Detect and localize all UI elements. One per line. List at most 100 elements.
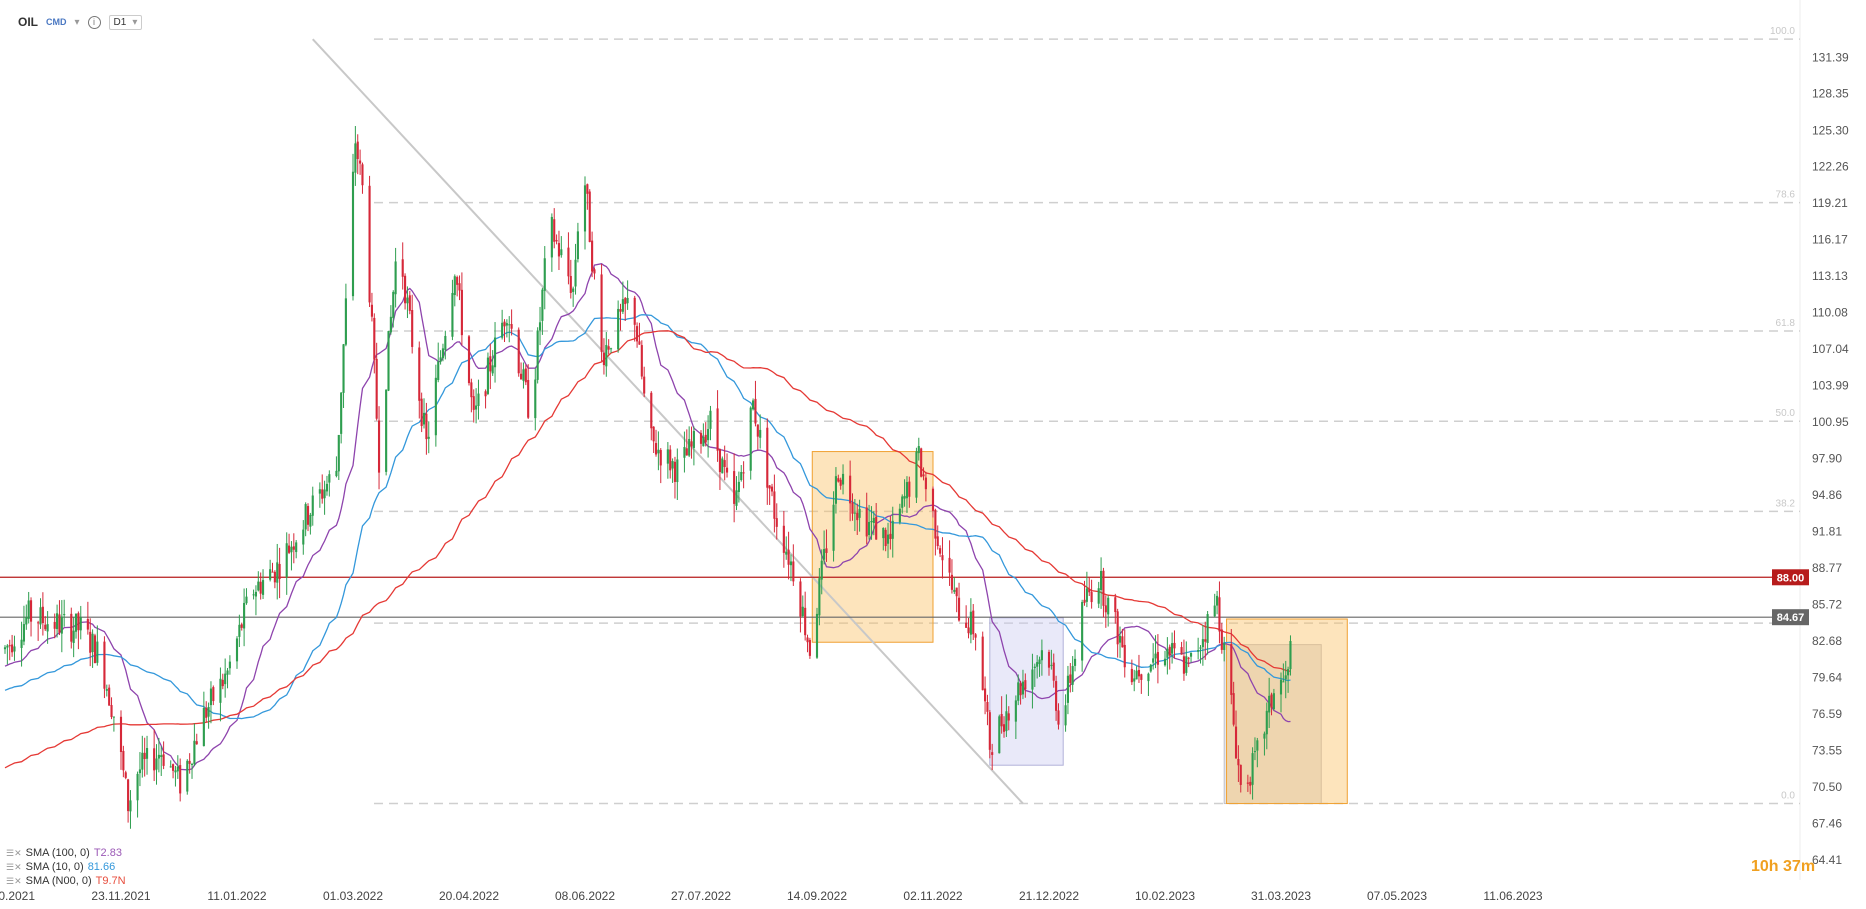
legend-item[interactable]: ☰✕ SMA (N00, 0) T9.7N: [6, 874, 126, 888]
candle-body: [709, 410, 712, 429]
candle-body: [145, 748, 149, 759]
candles-group: [3, 126, 1292, 829]
candle-body: [718, 449, 722, 473]
candle-body: [808, 639, 811, 656]
zone-box: [1226, 618, 1348, 805]
candle-body: [1090, 592, 1093, 603]
x-tick-label: 08.06.2022: [555, 889, 615, 903]
candle-body: [306, 506, 310, 525]
chevron-down-icon[interactable]: ▾: [74, 16, 80, 28]
legend-item[interactable]: ☰✕ SMA (10, 0) 81.66: [6, 860, 126, 874]
candle-body: [477, 393, 480, 407]
candle-body: [555, 240, 558, 242]
candle-body: [119, 716, 123, 753]
candle-body: [676, 459, 679, 483]
candle-body: [770, 486, 774, 492]
candle-body: [898, 508, 901, 523]
candle-body: [361, 164, 364, 186]
candle-body: [25, 617, 28, 625]
candle-body: [872, 517, 875, 523]
candle-body: [541, 289, 544, 321]
y-tick-label: 94.86: [1812, 488, 1842, 502]
candle-body: [439, 357, 442, 362]
settings-icon[interactable]: ☰✕: [6, 876, 22, 886]
candle-body: [721, 458, 724, 474]
candle-body: [1102, 570, 1105, 606]
candle-body: [522, 369, 525, 381]
candle-body: [823, 549, 826, 560]
candle-body: [162, 754, 165, 766]
settings-icon[interactable]: ☰✕: [6, 862, 22, 872]
price-badge: [1772, 609, 1809, 626]
candle-body: [787, 549, 790, 565]
y-tick-label: 122.26: [1812, 160, 1849, 174]
sma-line-purple: [4, 263, 1291, 771]
candle-body: [1038, 659, 1041, 665]
candle-body: [600, 274, 603, 352]
timeframe-select[interactable]: D1 ▾: [108, 14, 143, 30]
candle-body: [941, 555, 944, 561]
candle-body: [740, 472, 743, 481]
x-tick-label: 05.10.2021: [0, 889, 35, 903]
candle-body: [908, 481, 911, 497]
zone-box: [811, 451, 934, 643]
fib-level-label: 100.0: [1770, 26, 1795, 37]
candle-body: [155, 758, 158, 770]
candle-body: [1083, 599, 1086, 603]
candle-body: [543, 258, 546, 291]
candle-body: [1279, 679, 1283, 695]
candle-body: [683, 447, 686, 458]
candle-body: [934, 509, 937, 539]
candle-body: [707, 429, 710, 441]
candle-body: [875, 516, 878, 540]
candle-body: [323, 489, 326, 499]
y-tick-label: 125.30: [1812, 123, 1849, 137]
candle-body: [1069, 674, 1072, 683]
candle-body: [837, 478, 840, 482]
candle-body: [245, 596, 248, 604]
candle-body: [538, 322, 542, 331]
x-tick-label: 20.04.2022: [439, 889, 499, 903]
candle-body: [534, 379, 537, 419]
candle-body: [451, 292, 454, 337]
candle-countdown: 10h 37m: [1751, 858, 1816, 875]
candle-body: [37, 622, 40, 624]
symbol-name[interactable]: OIL: [18, 15, 38, 29]
settings-icon[interactable]: ☰✕: [6, 848, 22, 858]
candle-body: [1137, 669, 1141, 677]
candle-body: [768, 485, 771, 489]
candle-body: [325, 483, 329, 492]
candle-body: [1021, 681, 1025, 695]
candle-body: [553, 219, 556, 242]
candle-body: [351, 171, 355, 297]
candle-body: [1057, 710, 1060, 725]
candle-body: [195, 741, 198, 745]
candle-body: [834, 476, 838, 504]
x-tick-label: 21.12.2022: [1019, 889, 1079, 903]
fib-level-label: 78.6: [1776, 190, 1796, 201]
legend-item[interactable]: ☰✕ SMA (100, 0) T2.83: [6, 846, 126, 860]
candle-body: [865, 507, 868, 537]
candle-body: [3, 647, 7, 650]
candle-body: [1171, 643, 1174, 654]
info-icon[interactable]: i: [87, 15, 101, 29]
candle-body: [510, 324, 513, 329]
candle-body: [593, 269, 596, 274]
candle-body: [392, 291, 395, 319]
candle-body: [60, 616, 63, 634]
candle-body: [657, 449, 660, 454]
candle-body: [491, 365, 494, 374]
candle-body: [576, 231, 579, 260]
candle-body: [273, 571, 276, 583]
candle-body: [472, 396, 475, 410]
candle-body: [915, 451, 918, 498]
candle-body: [702, 436, 705, 447]
candle-body: [359, 160, 362, 164]
candle-body: [1223, 643, 1226, 650]
candle-body: [1033, 666, 1036, 669]
candle-body: [257, 581, 260, 591]
y-tick-label: 116.17: [1812, 233, 1848, 247]
sma-line-blue: [4, 314, 1291, 720]
candle-body: [1168, 646, 1171, 656]
